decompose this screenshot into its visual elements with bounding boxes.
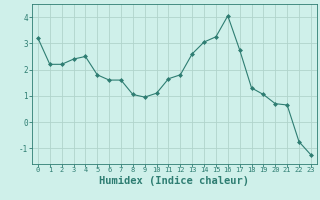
X-axis label: Humidex (Indice chaleur): Humidex (Indice chaleur) (100, 176, 249, 186)
